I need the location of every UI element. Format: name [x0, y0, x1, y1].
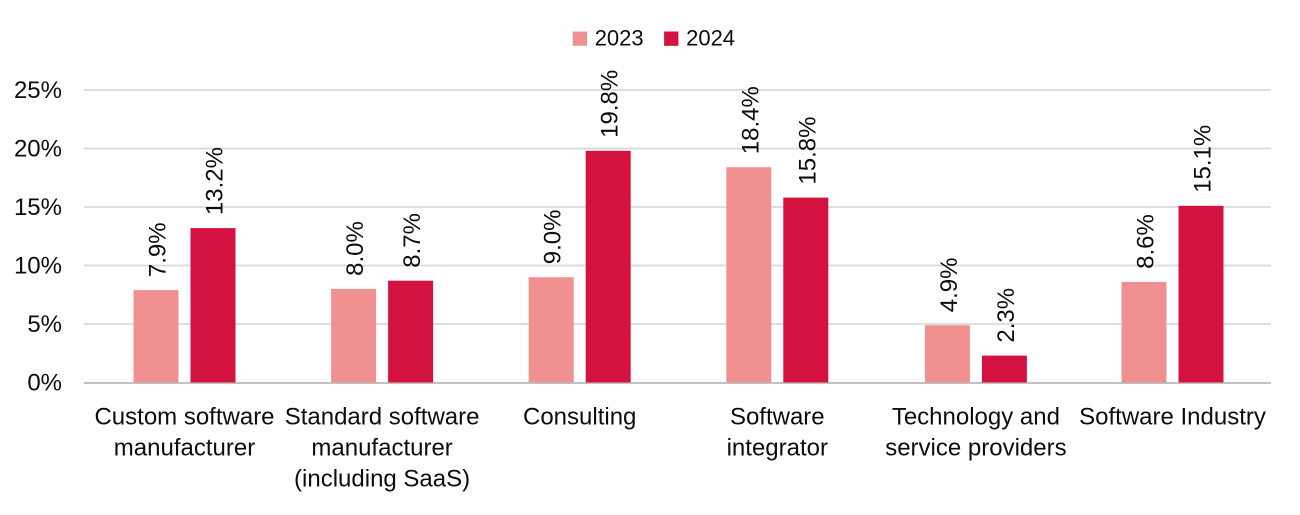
svg-text:15.8%: 15.8%: [794, 117, 821, 185]
svg-text:Custom software: Custom software: [94, 404, 274, 431]
svg-text:8.6%: 8.6%: [1133, 214, 1160, 269]
svg-text:2023: 2023: [595, 26, 644, 51]
svg-text:10%: 10%: [14, 253, 62, 280]
svg-text:13.2%: 13.2%: [202, 147, 229, 215]
svg-text:5%: 5%: [27, 311, 62, 338]
svg-text:15%: 15%: [14, 194, 62, 221]
svg-text:2.3%: 2.3%: [993, 288, 1020, 343]
svg-text:8.7%: 8.7%: [399, 213, 426, 268]
svg-text:20%: 20%: [14, 136, 62, 163]
svg-text:2024: 2024: [686, 26, 735, 51]
svg-text:19.8%: 19.8%: [597, 70, 624, 138]
svg-text:9.0%: 9.0%: [540, 209, 567, 264]
svg-text:manufacturer: manufacturer: [114, 435, 255, 462]
svg-text:Consulting: Consulting: [523, 404, 636, 431]
svg-text:Software Industry: Software Industry: [1079, 404, 1266, 431]
svg-text:integrator: integrator: [727, 435, 828, 462]
svg-text:service providers: service providers: [885, 435, 1066, 462]
svg-text:manufacturer: manufacturer: [311, 435, 452, 462]
svg-text:7.9%: 7.9%: [145, 222, 172, 277]
svg-text:Technology and: Technology and: [892, 404, 1060, 431]
svg-text:15.1%: 15.1%: [1190, 125, 1217, 193]
svg-text:Software: Software: [730, 404, 825, 431]
svg-text:Standard software: Standard software: [285, 404, 480, 431]
svg-text:18.4%: 18.4%: [737, 86, 764, 154]
svg-text:0%: 0%: [27, 370, 62, 397]
svg-text:8.0%: 8.0%: [342, 221, 369, 276]
svg-text:(including SaaS): (including SaaS): [294, 466, 470, 493]
svg-text:4.9%: 4.9%: [936, 257, 963, 312]
svg-text:25%: 25%: [14, 77, 62, 104]
